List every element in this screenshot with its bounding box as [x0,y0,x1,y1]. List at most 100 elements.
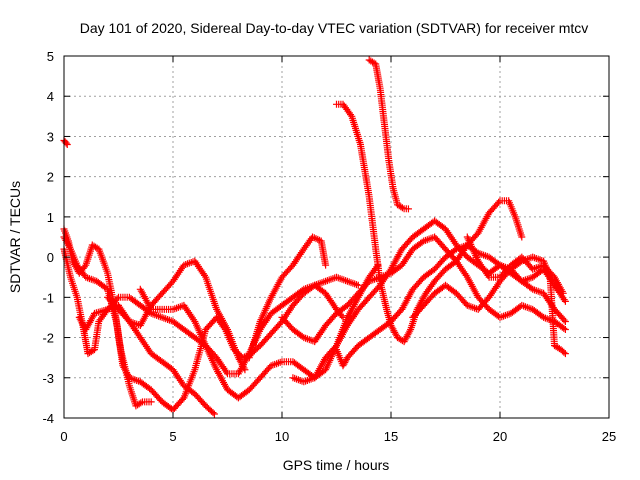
data-point [180,258,197,269]
data-point [496,267,513,285]
data-point [125,293,143,308]
data-point [400,327,414,346]
data-point [496,263,513,281]
data-point [125,318,142,329]
data-point [343,277,360,289]
data-point [267,303,284,317]
data-point [422,279,437,297]
data-marks [60,56,569,418]
data-point [63,140,71,148]
data-point [289,291,306,309]
data-point [213,354,230,376]
data-point [339,100,354,119]
data-point [354,295,372,313]
data-point [67,245,80,267]
data-point [256,295,274,325]
data-point [452,243,470,265]
data-point [343,307,361,329]
data-point [474,257,492,279]
plot-frame [63,55,610,419]
data-point [398,235,415,253]
y-tick-label: 3 [47,129,54,144]
data-point [289,326,306,340]
data-point [339,355,350,370]
data-point [267,319,285,337]
data-point [409,303,426,321]
data-point [442,281,459,296]
data-point [431,233,448,252]
series-track-k [333,241,569,370]
data-point [485,253,502,268]
data-point [309,233,323,244]
data-point [398,287,416,313]
data-point [529,305,546,320]
data-point [84,347,97,358]
data-point [518,274,535,285]
data-point [311,323,328,346]
data-point [409,275,426,293]
data-point [317,237,329,267]
data-point [95,245,111,275]
data-point [442,246,459,261]
data-point [289,247,307,269]
data-point [551,273,566,295]
data-point [136,378,154,393]
data-point [463,301,480,313]
data-point [372,60,384,90]
data-point [322,289,339,312]
data-point [278,313,295,332]
data-point [365,327,382,342]
data-point [385,157,397,191]
data-point [289,286,306,301]
data-point [343,291,361,309]
data-point [431,217,448,232]
x-tick-label: 10 [275,429,289,444]
data-point [88,241,101,252]
series-track-l [333,100,526,346]
data-point [561,326,569,334]
data-point [234,387,252,402]
data-point [169,318,186,332]
data-point [267,275,285,301]
data-point [147,386,165,404]
data-point [420,291,437,309]
data-point [256,363,274,382]
y-tick-label: 2 [47,170,54,185]
data-point [132,399,145,410]
data-point [180,368,198,402]
data-point [540,261,557,280]
data-point [158,358,175,373]
data-point [256,331,274,350]
data-point [119,362,132,380]
data-point [474,295,492,313]
data-point [394,334,406,345]
x-tick-label: 15 [384,429,398,444]
y-axis-label: SDTVAR / TECUs [7,181,23,293]
data-point [202,342,220,372]
data-point [557,346,568,356]
data-point [289,374,306,385]
data-point [73,261,89,279]
data-point [505,197,518,219]
data-point [354,279,372,297]
data-point [202,402,217,417]
x-tick-label: 5 [169,429,176,444]
data-point [431,267,448,285]
data-point [442,225,459,247]
data-point [300,334,317,345]
grid-lines [64,56,609,418]
data-point [210,410,218,418]
data-point [333,323,350,350]
data-point [82,311,98,333]
series-track-m [365,56,412,213]
data-point [420,266,437,281]
data-point [147,350,164,364]
data-point [322,274,339,285]
data-point [333,100,345,108]
series-track-o [463,233,567,297]
data-point [354,335,372,350]
data-point [136,285,154,312]
data-point [169,366,187,388]
